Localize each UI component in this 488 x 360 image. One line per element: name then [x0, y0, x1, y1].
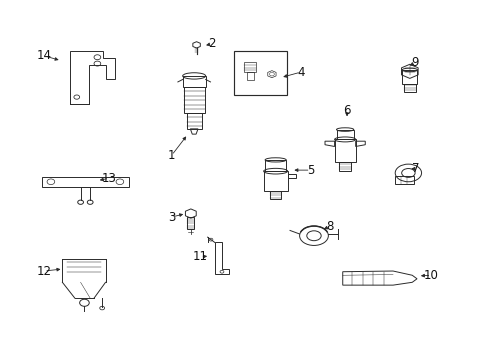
Bar — [339, 162, 350, 171]
Text: 7: 7 — [411, 162, 419, 175]
Text: 11: 11 — [193, 251, 207, 264]
Text: 8: 8 — [325, 220, 333, 233]
Text: 13: 13 — [102, 172, 117, 185]
Bar — [263, 171, 287, 190]
Bar — [336, 130, 353, 139]
Bar — [233, 51, 286, 95]
Bar — [183, 76, 205, 86]
Bar — [334, 139, 355, 162]
Text: 6: 6 — [343, 104, 350, 117]
Bar — [183, 86, 204, 113]
Bar — [247, 72, 253, 80]
Bar — [264, 160, 285, 171]
Bar — [42, 177, 128, 187]
Bar — [186, 113, 202, 129]
Bar — [187, 217, 194, 229]
Bar — [394, 176, 413, 184]
Bar — [269, 190, 281, 199]
Text: 10: 10 — [423, 269, 438, 282]
Bar — [244, 62, 256, 72]
Text: 3: 3 — [167, 211, 175, 224]
Text: 2: 2 — [208, 37, 215, 50]
Text: 5: 5 — [306, 164, 314, 177]
Bar — [401, 70, 417, 84]
Text: 4: 4 — [297, 66, 304, 78]
Text: 14: 14 — [37, 49, 52, 62]
Bar — [287, 174, 296, 178]
Text: 9: 9 — [410, 57, 418, 69]
Bar — [403, 84, 415, 92]
Text: 1: 1 — [167, 149, 175, 162]
Text: 12: 12 — [37, 265, 52, 278]
